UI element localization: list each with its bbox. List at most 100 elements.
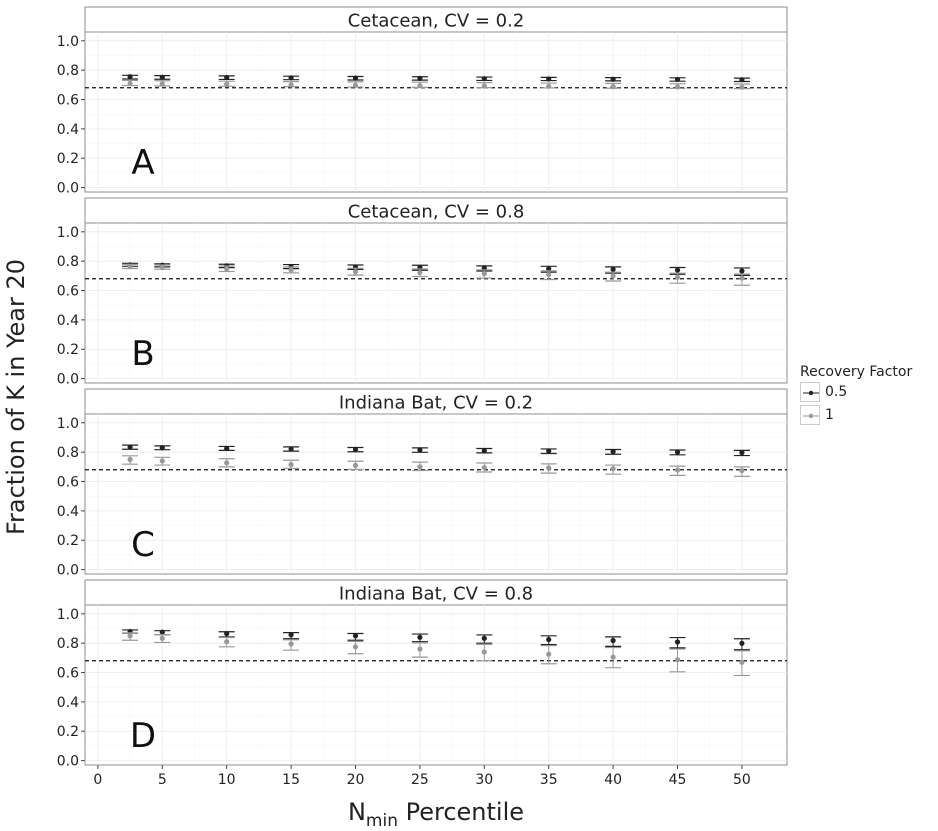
data-point	[739, 467, 745, 474]
data-point	[674, 84, 681, 90]
data-point	[288, 446, 294, 452]
x-tick-label: 25	[411, 772, 429, 788]
data-point	[159, 81, 165, 87]
y-tick-label: 0.8	[57, 445, 79, 461]
legend-key-dark	[800, 381, 820, 402]
data-point	[288, 462, 294, 468]
x-axis-label: Nmin Percentile	[348, 798, 524, 831]
data-point	[546, 448, 552, 454]
data-point	[224, 639, 230, 645]
y-axis-label: Fraction of K in Year 20	[2, 259, 30, 535]
data-point	[481, 83, 487, 89]
y-tick-label: 0.4	[57, 695, 79, 711]
data-point	[610, 76, 616, 82]
data-point	[159, 264, 165, 270]
x-axis-label-sub: min	[366, 811, 398, 831]
data-point	[546, 266, 552, 272]
legend-item-1: 1	[800, 403, 932, 426]
y-tick-label: 1.0	[57, 607, 79, 623]
panel-strip	[84, 6, 788, 33]
y-tick-label: 0.6	[57, 666, 79, 682]
y-tick-label: 0.4	[57, 122, 79, 138]
data-point	[417, 82, 423, 89]
panel-frame	[84, 222, 788, 384]
data-point	[674, 449, 681, 455]
data-point	[674, 274, 681, 280]
x-tick-label: 0	[93, 772, 102, 788]
data-point	[224, 266, 230, 272]
legend-label: 0.5	[825, 383, 848, 400]
data-point	[159, 635, 165, 641]
data-point	[610, 266, 616, 272]
data-point	[481, 448, 487, 454]
data-point	[739, 640, 745, 646]
data-point	[481, 76, 487, 82]
legend: Recovery Factor 0.5 1	[800, 364, 932, 426]
data-point	[481, 271, 487, 277]
panel-strip	[84, 197, 788, 224]
data-point	[417, 270, 423, 276]
panel-frame	[84, 413, 788, 575]
panel-letter: D	[130, 716, 156, 756]
data-point	[224, 460, 230, 466]
data-point	[127, 633, 133, 639]
data-point	[739, 450, 745, 456]
y-tick-label: 0.0	[57, 372, 79, 388]
panel-frame	[84, 604, 788, 766]
y-tick-label: 0.8	[57, 636, 79, 652]
panel-strip	[84, 388, 788, 415]
data-point	[352, 75, 359, 81]
y-tick-label: 0.4	[57, 504, 79, 520]
data-point	[417, 634, 423, 640]
panel-frame	[84, 31, 788, 193]
panel-letter: C	[131, 525, 155, 565]
panel-strip	[84, 579, 788, 606]
data-point	[674, 267, 681, 273]
legend-item-0.5: 0.5	[800, 380, 932, 403]
legend-key-light	[800, 404, 820, 425]
y-tick-label: 0.2	[57, 533, 79, 549]
data-point	[481, 635, 487, 641]
panel-B: Cetacean, CV = 0.8 0.0 0.2 0.4 0.6 0.8 1.0 B	[57, 197, 788, 388]
data-point	[417, 464, 423, 470]
x-axis-label-rest: Percentile	[398, 798, 524, 826]
data-point	[739, 268, 745, 274]
data-point	[352, 446, 359, 453]
data-point	[352, 269, 359, 275]
x-tick-label: 45	[669, 772, 687, 788]
x-tick-label: 30	[475, 772, 493, 788]
data-point	[546, 465, 552, 471]
data-point	[610, 637, 616, 644]
data-point	[417, 646, 423, 652]
y-tick-label: 1.0	[57, 416, 79, 432]
data-point	[224, 631, 230, 637]
data-point	[546, 76, 552, 82]
y-tick-label: 1.0	[57, 34, 79, 50]
panel-letter: A	[131, 143, 154, 183]
panel-C: Indiana Bat, CV = 0.2 0.0 0.2 0.4 0.6 0.8 1.0 C	[57, 388, 788, 579]
data-point	[288, 75, 294, 81]
y-tick-label: 1.0	[57, 225, 79, 241]
data-point	[224, 74, 230, 81]
data-point	[481, 464, 487, 471]
data-point	[610, 84, 616, 90]
y-tick-label: 0.6	[57, 93, 79, 109]
panel-D: Indiana Bat, CV = 0.8 0.0 0.2 0.4 0.6 0.8 1.0 D…	[57, 579, 788, 788]
data-point	[288, 632, 294, 638]
x-axis-label-main: N	[348, 798, 366, 826]
data-point	[127, 444, 133, 450]
data-point	[159, 445, 165, 451]
panel-title: Indiana Bat, CV = 0.8	[339, 584, 533, 605]
data-point	[674, 657, 681, 663]
data-point	[739, 659, 745, 665]
data-point	[674, 639, 681, 645]
data-point	[159, 458, 165, 464]
data-point	[739, 77, 745, 83]
data-point	[546, 651, 552, 657]
data-point	[481, 649, 487, 655]
data-point	[739, 275, 745, 281]
data-point	[352, 644, 359, 650]
legend-title: Recovery Factor	[800, 364, 913, 380]
data-point	[224, 445, 230, 452]
data-point	[224, 81, 230, 87]
